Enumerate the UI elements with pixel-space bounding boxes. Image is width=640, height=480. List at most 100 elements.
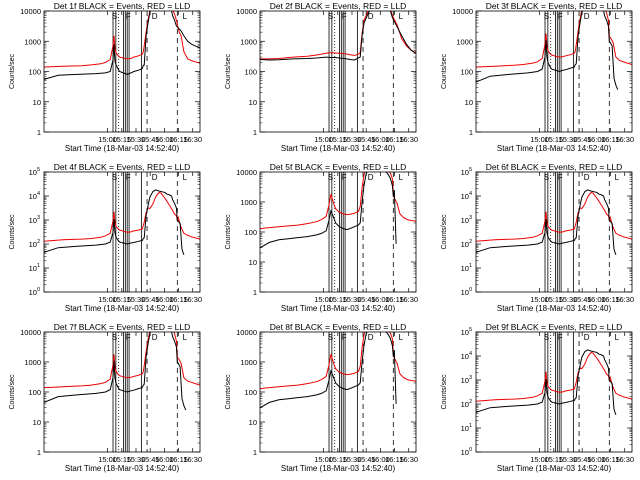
events-series-line — [476, 349, 617, 416]
y-tick-label: 1000 — [24, 37, 41, 46]
flag-label: D — [584, 173, 590, 182]
x-tick-label: 15:30 — [559, 295, 578, 304]
flag-label: S — [544, 173, 549, 182]
plot-frame — [43, 10, 201, 133]
x-axis-label: Start Time (18-Mar-03 14:52:40) — [497, 464, 612, 473]
flag-label: L — [615, 173, 620, 182]
x-tick-label: 16:00 — [155, 455, 174, 464]
x-tick-label: 15:15 — [112, 135, 131, 144]
y-tick-label: 10000 — [452, 7, 473, 16]
events-series-line — [44, 332, 187, 411]
y-tick-label: 102 — [29, 239, 40, 249]
x-tick-label: 15:45 — [141, 295, 160, 304]
x-tick-label: 15:45 — [357, 295, 376, 304]
x-tick-label: 16:30 — [615, 295, 634, 304]
x-tick-label: 15:30 — [343, 295, 362, 304]
y-tick-label: 10000 — [20, 7, 41, 16]
y-tick-label: 1 — [253, 288, 257, 297]
flag-label: L — [615, 12, 620, 21]
x-axis-label: Start Time (18-Mar-03 14:52:40) — [65, 464, 180, 473]
y-tick-label: 102 — [461, 239, 472, 249]
y-tick-label: 1000 — [240, 37, 257, 46]
lld-series-line — [476, 11, 632, 68]
flag-label: F — [558, 12, 563, 21]
y-tick-label: 1 — [37, 448, 41, 457]
y-tick-label: 102 — [461, 399, 472, 409]
y-tick-label: 100 — [28, 388, 41, 397]
x-tick-label: 15:45 — [573, 135, 592, 144]
x-tick-label: 16:30 — [183, 135, 202, 144]
x-tick-label: 16:30 — [399, 295, 418, 304]
events-series-line — [44, 11, 200, 80]
x-tick-label: 15:45 — [573, 295, 592, 304]
x-tick-label: 16:30 — [183, 455, 202, 464]
flag-label: L — [399, 333, 404, 342]
flag-label: D — [584, 333, 590, 342]
flag-label: F — [558, 173, 563, 182]
y-tick-label: 103 — [461, 375, 472, 385]
x-tick-label: 15:00 — [314, 295, 333, 304]
panel-title: Det 4f BLACK = Events, RED = LLD — [54, 162, 191, 172]
x-tick-label: 16:00 — [155, 135, 174, 144]
x-tick-label: 15:00 — [98, 135, 117, 144]
y-tick-label: 10 — [249, 98, 257, 107]
flag-label: D — [152, 173, 158, 182]
y-tick-label: 1 — [253, 448, 257, 457]
flag-label: F — [558, 333, 563, 342]
y-axis-label: Counts/sec — [9, 214, 16, 250]
x-tick-label: 16:15 — [601, 455, 620, 464]
x-axis-label: Start Time (18-Mar-03 14:52:40) — [281, 464, 396, 473]
x-tick-label: 15:15 — [328, 135, 347, 144]
x-tick-label: 16:00 — [371, 135, 390, 144]
x-tick-label: 15:15 — [544, 135, 563, 144]
y-tick-label: 10000 — [236, 328, 257, 337]
y-tick-label: 10000 — [236, 168, 257, 177]
panel-title: Det 1f BLACK = Events, RED = LLD — [54, 1, 191, 11]
y-tick-label: 104 — [29, 191, 40, 201]
x-tick-label: 15:00 — [530, 295, 549, 304]
flag-label: L — [399, 12, 404, 21]
x-tick-label: 15:45 — [141, 135, 160, 144]
x-tick-label: 15:00 — [530, 455, 549, 464]
plot-frame — [43, 171, 201, 293]
x-tick-label: 16:30 — [183, 295, 202, 304]
y-axis-label: Counts/sec — [225, 53, 232, 89]
x-tick-label: 15:30 — [127, 135, 146, 144]
flag-label: L — [183, 12, 188, 21]
y-axis-label: Counts/sec — [441, 374, 448, 410]
events-series-line — [260, 172, 397, 249]
x-axis-label: Start Time (18-Mar-03 14:52:40) — [65, 304, 180, 313]
y-tick-label: 100 — [244, 388, 257, 397]
y-tick-label: 104 — [461, 351, 472, 361]
flag-label: S — [544, 12, 549, 21]
x-tick-label: 15:00 — [98, 295, 117, 304]
flag-label: D — [368, 173, 374, 182]
y-tick-label: 100 — [244, 68, 257, 77]
panel-title: Det 6f BLACK = Events, RED = LLD — [486, 162, 623, 172]
y-tick-label: 1000 — [24, 358, 41, 367]
flag-label: L — [183, 173, 188, 182]
flag-label: S — [112, 173, 117, 182]
panel-title: Det 3f BLACK = Events, RED = LLD — [486, 1, 623, 11]
flag-label: D — [584, 12, 590, 21]
x-tick-label: 15:00 — [530, 135, 549, 144]
plot-frame — [475, 171, 633, 293]
x-tick-label: 16:30 — [615, 455, 634, 464]
events-series-line — [476, 189, 617, 256]
flag-label: S — [112, 12, 117, 21]
x-tick-label: 16:15 — [601, 135, 620, 144]
x-tick-label: 16:15 — [169, 295, 188, 304]
y-tick-label: 10000 — [236, 7, 257, 16]
x-tick-label: 15:00 — [314, 455, 333, 464]
y-axis-label: Counts/sec — [441, 53, 448, 89]
events-series-line — [44, 189, 185, 256]
y-tick-label: 1 — [253, 128, 257, 137]
x-tick-label: 15:15 — [544, 455, 563, 464]
y-tick-label: 10 — [249, 258, 257, 267]
